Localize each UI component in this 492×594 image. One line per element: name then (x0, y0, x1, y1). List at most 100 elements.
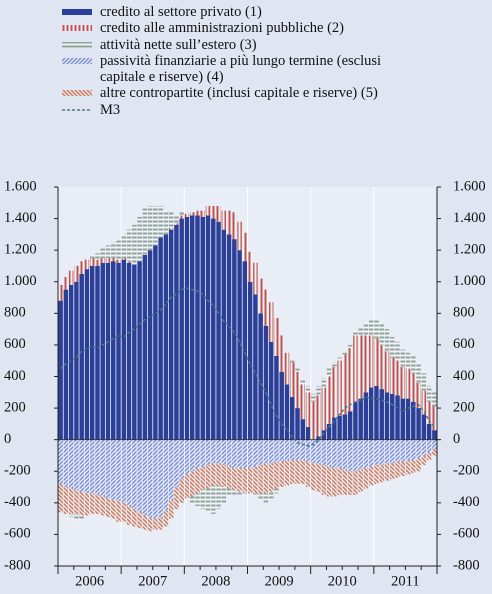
bar-segment (332, 417, 337, 440)
bar-segment (168, 439, 174, 500)
bar-segment (368, 466, 374, 486)
bar-segment (121, 259, 127, 440)
legend-label: M3 (100, 101, 121, 118)
bar-segment (326, 376, 332, 424)
bar-segment (147, 518, 153, 532)
bar-segment (405, 398, 411, 440)
bar-segment (142, 439, 148, 516)
bar-segment (68, 488, 74, 514)
bar-segment (300, 384, 306, 420)
bar-segment (100, 262, 105, 440)
bar-segment (300, 379, 306, 385)
bar-segment (311, 439, 316, 464)
bar-segment (174, 439, 179, 488)
bar-segment (432, 392, 437, 407)
bar-segment (232, 212, 237, 240)
y-tick-label: -400 (4, 494, 31, 510)
bar-segment (221, 210, 227, 230)
legend-label: attività nette sull’estero (3) (100, 36, 257, 53)
bar-segment (405, 460, 411, 475)
legend-item: M3 (62, 102, 400, 118)
bar-segment (421, 373, 427, 391)
bar-segment (168, 229, 174, 440)
bar-segment (353, 335, 358, 402)
bar-segment (58, 284, 63, 301)
bar-segment (426, 423, 432, 440)
bar-segment (158, 517, 163, 530)
bar-segment (100, 496, 105, 516)
bar-segment (421, 414, 427, 440)
bar-segment (379, 389, 384, 440)
legend-item: passività finanziarie a più lungo termin… (62, 53, 400, 86)
bar-segment (232, 439, 237, 469)
bar-segment (279, 371, 284, 440)
legend-label: credito al settore privato (1) (100, 4, 262, 20)
bar-segment (226, 466, 232, 489)
y-tick-label: 1.400 (4, 210, 37, 226)
bar-segment (200, 217, 205, 440)
bar-segment (242, 232, 248, 262)
bar-segment (216, 485, 221, 510)
y2-tick-label: 1.600 (453, 178, 486, 194)
bar-segment (284, 384, 290, 440)
bar-segment (105, 245, 111, 259)
bar-segment (321, 378, 327, 388)
bar-segment (390, 463, 395, 480)
bar-segment (195, 468, 200, 494)
bar-segment (390, 439, 395, 464)
y2-tick-label: 0 (453, 431, 460, 447)
bar-segment (384, 351, 390, 393)
y2-tick-label: -600 (453, 526, 480, 542)
bar-segment (79, 439, 84, 492)
bar-segment (353, 439, 358, 472)
bar-segment (216, 439, 221, 464)
bar-segment (416, 408, 421, 440)
bar-segment (347, 471, 353, 495)
bar-segment (163, 439, 169, 511)
bar-segment (368, 319, 374, 336)
bar-segment (311, 393, 316, 402)
legend-label: credito alle amministrazioni pubbliche (… (100, 20, 345, 37)
bar-segment (168, 212, 174, 229)
bar-segment (89, 439, 95, 494)
bar-segment (332, 439, 337, 469)
bar-segment (295, 439, 300, 461)
bar-segment (263, 493, 269, 503)
bar-segment (205, 205, 211, 216)
bar-segment (258, 464, 263, 494)
legend: credito al settore privato (1) credito al… (62, 4, 400, 118)
bar-segment (258, 439, 263, 465)
legend-swatch (62, 90, 92, 97)
bar-segment (242, 468, 248, 492)
bar-segment (247, 281, 253, 440)
bar-segment (211, 218, 216, 440)
bar-segment (405, 439, 411, 461)
bar-segment (105, 498, 111, 518)
bar-segment (179, 218, 184, 440)
bar-segment (284, 352, 290, 385)
x-tick-label: 2010 (328, 573, 357, 589)
bar-segment (237, 221, 242, 251)
bar-segment (105, 258, 111, 263)
bar-segment (374, 439, 379, 465)
bar-segment (153, 439, 158, 519)
bar-segment (405, 368, 411, 399)
bar-segment (400, 349, 406, 368)
bar-segment (89, 258, 95, 266)
bar-segment (79, 261, 84, 274)
bar-segment (353, 330, 358, 336)
bar-segment (400, 439, 406, 462)
bar-segment (200, 490, 205, 510)
bar-segment (326, 368, 332, 377)
bar-segment (137, 217, 142, 262)
bar-segment (121, 439, 127, 503)
bar-segment (426, 452, 432, 461)
bar-segment (121, 502, 127, 522)
bar-segment (337, 415, 342, 440)
bar-segment (268, 491, 274, 500)
bar-segment (347, 411, 353, 440)
bar-segment (79, 273, 84, 440)
bar-segment (300, 439, 306, 461)
bar-segment (268, 463, 274, 492)
